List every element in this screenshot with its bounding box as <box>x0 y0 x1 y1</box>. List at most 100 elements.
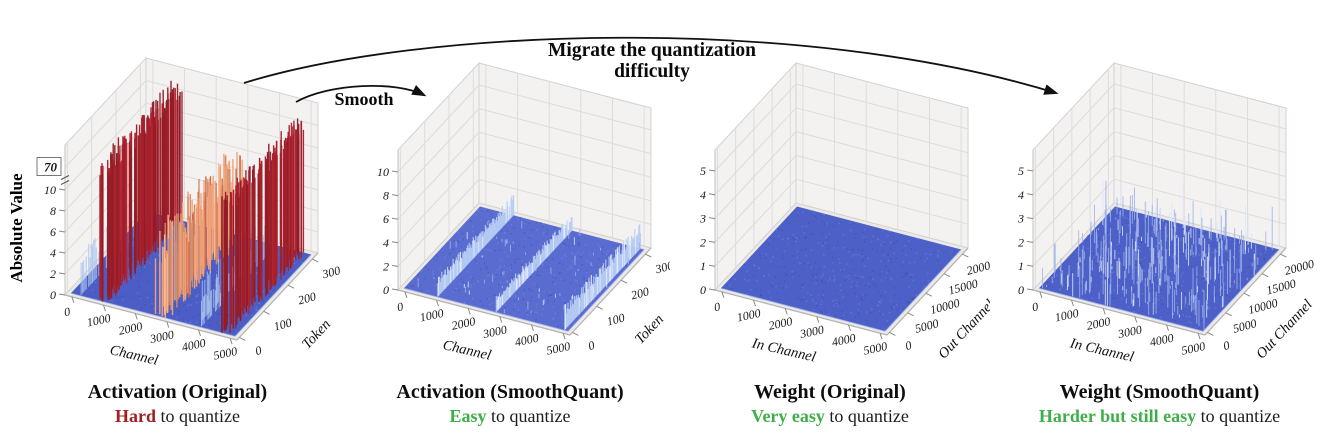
svg-text:5000: 5000 <box>212 344 238 363</box>
absolute-value-label: Absolute Value <box>7 173 26 283</box>
svg-text:3: 3 <box>699 212 706 226</box>
svg-text:15000: 15000 <box>947 276 980 297</box>
svg-text:5: 5 <box>1018 164 1024 178</box>
caption-weight-smoothquant: Weight (SmoothQuant) Harder but still ea… <box>990 381 1329 427</box>
plot-title: Weight (Original) <box>754 381 906 403</box>
svg-text:0: 0 <box>904 338 913 353</box>
svg-text:0: 0 <box>396 299 405 314</box>
svg-text:100: 100 <box>605 310 626 328</box>
svg-text:0: 0 <box>1031 299 1040 314</box>
migrate-annotation: Migrate the quantization difficulty <box>548 40 756 82</box>
svg-text:2: 2 <box>50 267 56 281</box>
svg-text:2000: 2000 <box>450 314 476 333</box>
caption-weight-original: Weight (Original) Very easy to quantize <box>670 381 990 427</box>
plot-weight-original: 0 1000 2000 3000 4000 5000 0 5000 10000 15000 2000… <box>670 0 990 436</box>
plot-weight-smoothquant: 0 1000 2000 3000 4000 5000 0 5000 10000 15000 2000… <box>990 0 1329 436</box>
svg-text:2: 2 <box>383 259 389 273</box>
svg-text:0: 0 <box>383 283 389 297</box>
subtitle-highlight: Easy <box>449 406 487 426</box>
svg-text:1000: 1000 <box>85 311 111 330</box>
svg-text:300: 300 <box>320 263 342 281</box>
svg-text:Channel: Channel <box>441 337 492 364</box>
svg-text:4000: 4000 <box>513 331 539 350</box>
svg-text:4000: 4000 <box>180 336 206 355</box>
plot-subtitle: Harder but still easy to quantize <box>990 406 1329 427</box>
svg-text:300: 300 <box>653 258 670 276</box>
svg-text:2000: 2000 <box>117 319 143 338</box>
svg-text:5: 5 <box>700 164 706 178</box>
svg-text:5000: 5000 <box>1180 339 1206 358</box>
svg-text:5000: 5000 <box>913 316 940 336</box>
plot-subtitle: Hard to quantize <box>5 406 350 427</box>
svg-text:1000: 1000 <box>418 306 444 325</box>
svg-text:3000: 3000 <box>798 322 825 341</box>
svg-text:200: 200 <box>296 289 317 307</box>
caption-activation-smoothquant: Activation (SmoothQuant) Easy to quantiz… <box>350 381 670 427</box>
surface3d-weight-smoothquant: 0 1000 2000 3000 4000 5000 0500010000150002000… <box>1017 61 1316 366</box>
svg-text:20000: 20000 <box>1283 257 1316 278</box>
svg-text:4: 4 <box>1018 188 1024 202</box>
svg-text:0: 0 <box>254 343 263 358</box>
svg-text:0: 0 <box>63 304 72 319</box>
svg-text:5000: 5000 <box>545 339 571 358</box>
svg-text:0: 0 <box>587 338 596 353</box>
svg-text:4: 4 <box>700 188 706 202</box>
svg-text:0: 0 <box>713 299 722 314</box>
svg-text:5000: 5000 <box>862 339 888 358</box>
svg-text:8: 8 <box>383 189 389 203</box>
svg-text:3000: 3000 <box>1116 322 1143 341</box>
plot-title: Activation (SmoothQuant) <box>396 381 624 403</box>
svg-text:200: 200 <box>629 284 650 302</box>
svg-text:Channel: Channel <box>108 342 159 369</box>
svg-text:10: 10 <box>44 183 56 197</box>
subtitle-rest: to quantize <box>1196 406 1281 426</box>
svg-text:4: 4 <box>383 236 389 250</box>
surface3d-weight-original: 0 1000 2000 3000 4000 5000 0500010000150002000… <box>699 61 990 366</box>
svg-text:5000: 5000 <box>1231 316 1258 336</box>
plot-activation-original: 0 1000 2000 3000 4000 5000 0 100 200 300 0 2 4 6 8 10 70… <box>5 0 350 436</box>
svg-text:4: 4 <box>50 246 56 260</box>
svg-text:1: 1 <box>1018 259 1024 273</box>
subtitle-highlight: Harder but still easy <box>1038 406 1197 426</box>
svg-text:0: 0 <box>50 288 56 302</box>
svg-text:Token: Token <box>299 317 334 353</box>
svg-text:6: 6 <box>50 225 56 239</box>
svg-text:0: 0 <box>1222 338 1231 353</box>
caption-activation-original: Activation (Original) Hard to quantize <box>5 381 350 427</box>
svg-text:10: 10 <box>377 165 389 179</box>
svg-text:8: 8 <box>50 204 56 218</box>
svg-text:10000: 10000 <box>1247 296 1280 317</box>
svg-text:Token: Token <box>632 312 667 348</box>
svg-text:2000: 2000 <box>767 314 793 333</box>
svg-text:1: 1 <box>700 259 706 273</box>
svg-text:2: 2 <box>700 235 706 249</box>
svg-text:3: 3 <box>1017 212 1024 226</box>
plot-activation-smoothquant: 0 1000 2000 3000 4000 5000 0 100 200 300 0 2 4 6 8 10 Ch… <box>350 0 670 436</box>
subtitle-rest: to quantize <box>824 406 909 426</box>
subtitle-highlight: Hard <box>115 406 157 426</box>
plot-title: Weight (SmoothQuant) <box>1059 381 1260 403</box>
plot-subtitle: Very easy to quantize <box>670 406 990 427</box>
svg-text:100: 100 <box>272 315 293 333</box>
svg-text:1000: 1000 <box>735 306 761 325</box>
svg-text:10000: 10000 <box>929 296 962 317</box>
svg-text:15000: 15000 <box>1265 276 1298 297</box>
surface3d-activation-smoothquant: 0 1000 2000 3000 4000 5000 01002003000246810Ch… <box>377 61 670 364</box>
svg-text:0: 0 <box>700 283 706 297</box>
svg-text:3000: 3000 <box>481 322 508 341</box>
plot-subtitle: Easy to quantize <box>350 406 670 427</box>
svg-text:1000: 1000 <box>1053 306 1079 325</box>
svg-text:0: 0 <box>1018 283 1024 297</box>
subtitle-rest: to quantize <box>486 406 571 426</box>
svg-text:2: 2 <box>1018 235 1024 249</box>
surface3d-activation-original: 0 1000 2000 3000 4000 5000 0100200300024681070… <box>7 56 342 369</box>
svg-text:20000: 20000 <box>965 257 990 278</box>
svg-text:4000: 4000 <box>1148 331 1174 350</box>
subtitle-highlight: Very easy <box>751 406 825 426</box>
svg-text:6: 6 <box>383 212 389 226</box>
subtitle-rest: to quantize <box>156 406 240 426</box>
svg-text:3000: 3000 <box>148 327 175 346</box>
smooth-annotation: Smooth <box>334 89 394 109</box>
plot-title: Activation (Original) <box>87 381 268 403</box>
